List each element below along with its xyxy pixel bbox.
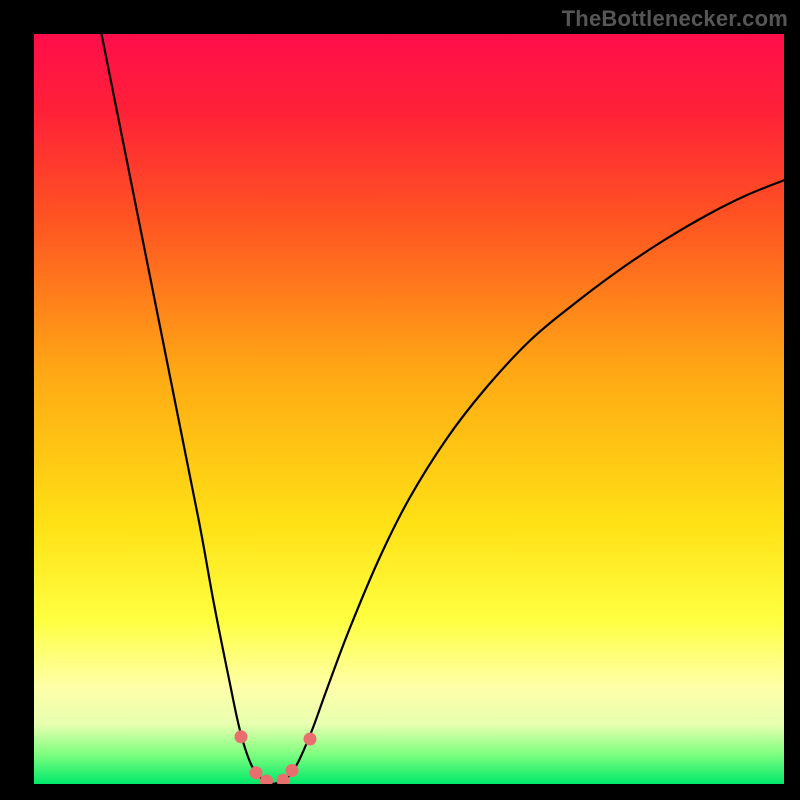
data-marker bbox=[304, 733, 317, 746]
data-marker bbox=[235, 730, 248, 743]
data-marker bbox=[286, 764, 299, 777]
watermark-text: TheBottlenecker.com bbox=[562, 6, 788, 32]
data-marker bbox=[250, 766, 263, 779]
plot-area bbox=[34, 34, 784, 784]
plot-background bbox=[34, 34, 784, 784]
chart-frame: TheBottlenecker.com bbox=[0, 0, 800, 800]
